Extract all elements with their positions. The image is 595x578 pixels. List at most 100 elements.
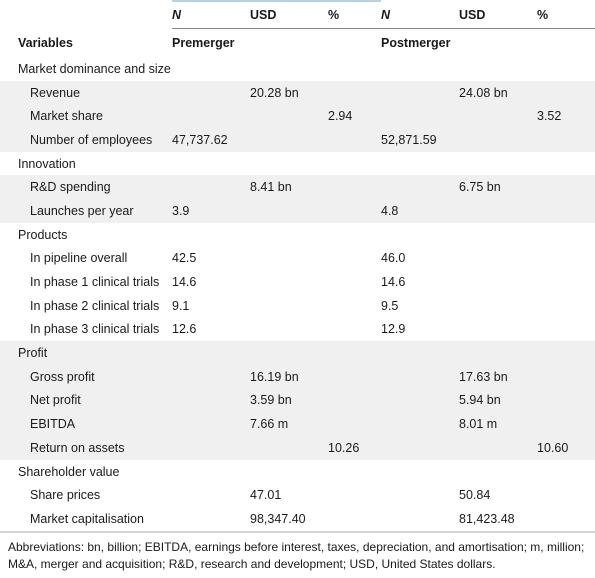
table-cell: 47.01 (250, 483, 328, 508)
table-cell (537, 341, 595, 365)
section-row: Market dominance and size (0, 57, 595, 81)
table-cell (250, 222, 328, 247)
table-cell (250, 57, 328, 81)
table-cell (381, 80, 459, 105)
table-cell: 50.84 (459, 483, 537, 508)
header-post-n: N (381, 1, 459, 29)
table-cell: 8.41 bn (250, 175, 328, 200)
table-cell: 10.26 (328, 436, 381, 460)
table-cell (172, 57, 250, 81)
table-row: Number of employees 47,737.62 52,871.59 (0, 128, 595, 152)
variable-label: Launches per year (0, 199, 172, 223)
table-cell: 24.08 bn (459, 80, 537, 105)
table-cell (172, 175, 250, 200)
header-variables: Variables (0, 28, 172, 57)
section-label: Profit (0, 341, 172, 365)
table-row: Market share 2.94 3.52 (0, 104, 595, 129)
header-post-percent: % (537, 1, 595, 29)
table-cell (381, 388, 459, 413)
table-cell: 8.01 m (459, 412, 537, 436)
table-row: In pipeline overall 42.5 46.0 (0, 246, 595, 271)
table-cell (328, 364, 381, 389)
table-cell (459, 128, 537, 152)
section-row: Innovation (0, 151, 595, 176)
table-cell (328, 388, 381, 413)
table-cell: 98,347.40 (250, 507, 328, 533)
table-cell: 14.6 (381, 270, 459, 294)
header-row-groups: Variables Premerger Postmerger (0, 28, 595, 57)
table-cell: 5.94 bn (459, 388, 537, 413)
table-cell (381, 412, 459, 436)
table-cell (172, 436, 250, 460)
table-cell (328, 57, 381, 81)
table-cell (459, 246, 537, 271)
table-cell (537, 459, 595, 484)
table-cell (537, 293, 595, 318)
header-premerger: Premerger (172, 28, 250, 57)
table-cell: 42.5 (172, 246, 250, 271)
header-postmerger: Postmerger (381, 28, 459, 57)
section-label: Products (0, 222, 172, 247)
table-cell (250, 341, 328, 365)
table-cell (459, 436, 537, 460)
variable-label: Revenue (0, 80, 172, 105)
table-cell (381, 104, 459, 129)
table-cell (328, 246, 381, 271)
table-cell (172, 104, 250, 129)
table-cell (381, 57, 459, 81)
section-row: Profit (0, 341, 595, 365)
variable-label: Return on assets (0, 436, 172, 460)
header-row-units: N USD % N USD % (0, 0, 595, 29)
merger-comparison-table: N USD % N USD % Variables Premerger Post… (0, 0, 595, 533)
table-cell (537, 80, 595, 105)
table-cell: 16.19 bn (250, 364, 328, 389)
table-cell: 2.94 (328, 104, 381, 129)
table-cell (328, 317, 381, 342)
table-cell (537, 128, 595, 152)
table-cell (459, 151, 537, 176)
table-cell (537, 151, 595, 176)
table-cell (328, 483, 381, 508)
table-row: In phase 3 clinical trials 12.6 12.9 (0, 317, 595, 342)
table-cell (381, 507, 459, 533)
table-cell: 3.59 bn (250, 388, 328, 413)
table-cell: 46.0 (381, 246, 459, 271)
section-label: Shareholder value (0, 459, 172, 484)
table-cell (328, 507, 381, 533)
table-cell (328, 412, 381, 436)
table-cell (250, 128, 328, 152)
table-cell (250, 151, 328, 176)
table-cell (328, 293, 381, 318)
variable-label: In phase 2 clinical trials (0, 293, 172, 318)
table-cell: 52,871.59 (381, 128, 459, 152)
table-cell (537, 222, 595, 247)
table-cell (172, 388, 250, 413)
table-cell: 20.28 bn (250, 80, 328, 105)
table-cell (459, 341, 537, 365)
table-cell (250, 270, 328, 294)
header-blank (0, 1, 172, 29)
header-pre-n: N (172, 0, 250, 29)
table-cell (537, 507, 595, 533)
table-cell (172, 222, 250, 247)
table-cell (459, 317, 537, 342)
variable-label: Market share (0, 104, 172, 129)
header-pre-percent: % (328, 0, 381, 29)
table-cell (537, 412, 595, 436)
table-cell (381, 364, 459, 389)
table-cell (381, 341, 459, 365)
table-cell (537, 199, 595, 223)
table-body: Market dominance and size Revenue 20.28 bn… (0, 57, 595, 533)
table-cell (328, 222, 381, 247)
variable-label: Net profit (0, 388, 172, 413)
table-cell: 7.66 m (250, 412, 328, 436)
table-cell (459, 57, 537, 81)
table-cell (328, 80, 381, 105)
table-cell (381, 222, 459, 247)
variable-label: R&D spending (0, 175, 172, 200)
table-cell: 3.52 (537, 104, 595, 129)
table-cell (172, 459, 250, 484)
table-cell (250, 104, 328, 129)
table-cell (250, 317, 328, 342)
